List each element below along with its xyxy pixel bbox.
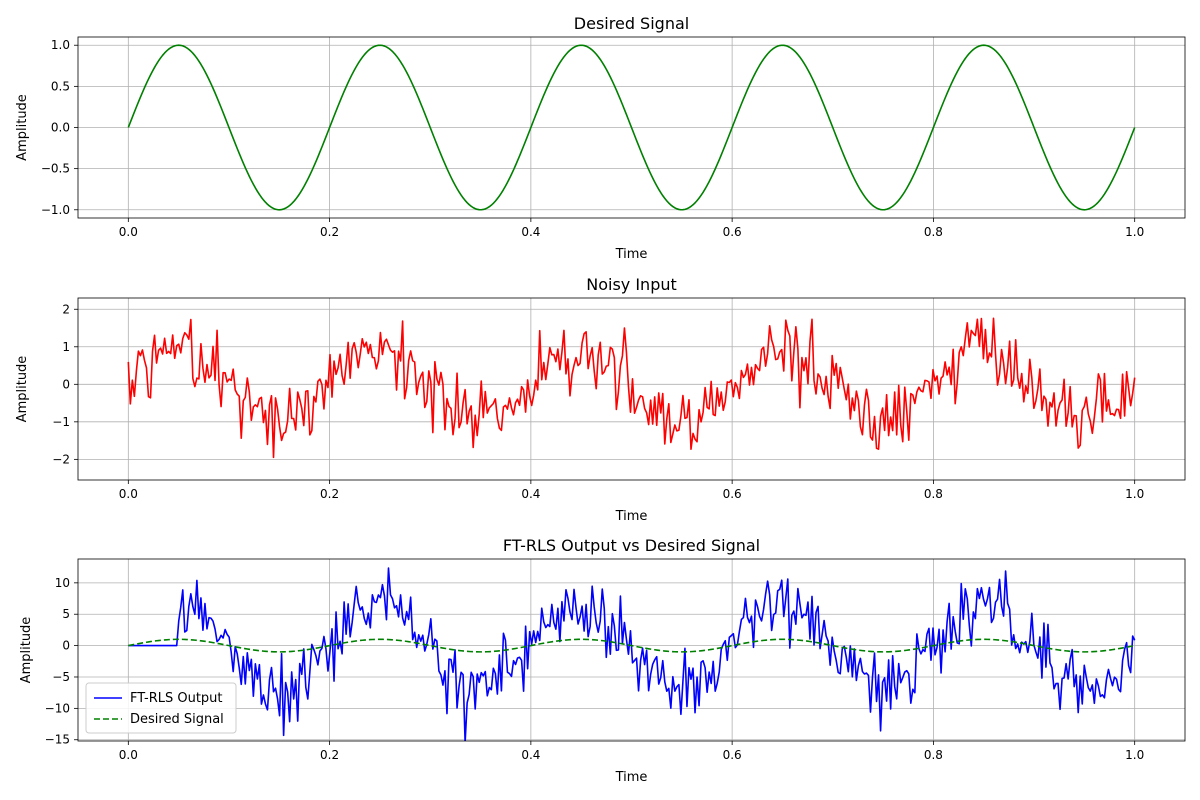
x-tick-label: 1.0 [1125,487,1144,501]
x-tick-label: 0.0 [119,748,138,762]
x-tick-label: 0.2 [320,225,339,239]
x-tick-label: 0.6 [723,748,742,762]
axes-frame [77,558,1186,742]
chart-title: Noisy Input [586,275,677,294]
y-axis-label: Amplitude [15,94,30,161]
x-tick-label: 1.0 [1125,748,1144,762]
chart-panel-3: 0.0 0.2 0.4 0.6 0.8 1.0 10 5 0 −5 −10 −15 FT-RLS Out… [19,536,1186,785]
x-tick-label: 0.8 [924,225,943,239]
x-tick-label: 0.2 [320,748,339,762]
x-tick-label: 0.2 [320,487,339,501]
y-tick-label: 1.0 [51,38,70,52]
y-tick-label: 0 [62,377,70,391]
y-tick-label: −15 [45,733,70,747]
x-axis-label: Time [615,770,648,785]
y-tick-label: 0 [62,639,70,653]
y-tick-label: −0.5 [41,162,70,176]
y-tick-label: 10 [55,576,70,590]
y-tick-label: 0.5 [51,79,70,93]
series-line-panel-1 [127,44,1136,211]
y-tick-label: −5 [52,670,70,684]
axes-frame [77,297,1186,481]
x-tick-label: 1.0 [1125,225,1144,239]
y-tick-label: −10 [45,701,70,715]
x-tick-label: 0.6 [723,487,742,501]
x-tick-label: 0.4 [521,225,540,239]
chart-title: FT-RLS Output vs Desired Signal [503,536,760,555]
y-tick-label: −1.0 [41,203,70,217]
y-tick-label: 0.0 [51,121,70,135]
y-tick-label: 2 [62,302,70,316]
series-line-desired-signal [128,638,1135,653]
series-line-panel-2 [127,317,1136,459]
legend-label: Desired Signal [130,712,224,727]
y-tick-label: 1 [62,340,70,354]
x-tick-label: 0.8 [924,748,943,762]
x-tick-label: 0.4 [521,487,540,501]
legend: FT-RLS Output Desired Signal [85,682,237,734]
chart-panel-1: 0.0 0.2 0.4 0.6 0.8 1.0 1.0 0.5 0.0 −0.5 −1.0 Desir… [15,14,1186,262]
y-axis-label: Amplitude [15,356,30,423]
y-tick-label: −2 [52,452,70,466]
y-tick-label: −1 [52,415,70,429]
y-tick-label: 5 [62,607,70,621]
series-line-ft-rls-output [128,567,1136,741]
x-tick-label: 0.0 [119,487,138,501]
x-tick-label: 0.6 [723,225,742,239]
x-tick-label: 0.4 [521,748,540,762]
x-tick-label: 0.0 [119,225,138,239]
chart-title: Desired Signal [574,14,689,33]
legend-label: FT-RLS Output [130,691,223,706]
chart-panel-2: 0.0 0.2 0.4 0.6 0.8 1.0 2 1 0 −1 −2 Noisy Input Time… [15,275,1186,524]
legend-box [85,682,237,734]
x-axis-label: Time [615,247,648,262]
x-tick-label: 0.8 [924,487,943,501]
x-axis-label: Time [615,509,648,524]
y-axis-label: Amplitude [19,617,34,684]
